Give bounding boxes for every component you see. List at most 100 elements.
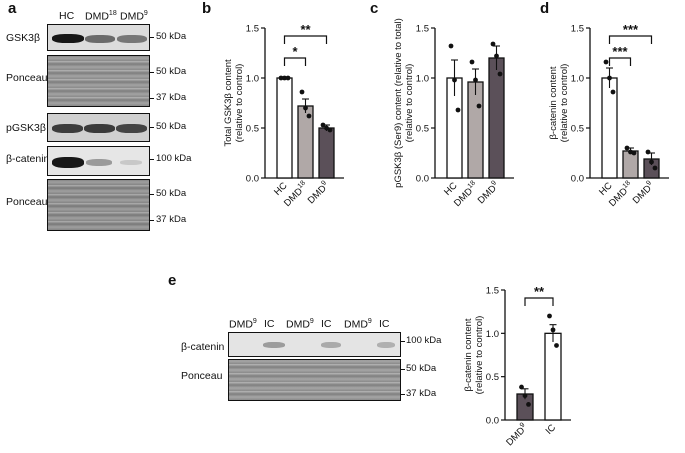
lane-label: DMD9 [229,318,257,331]
band [52,124,83,133]
bar [276,77,293,179]
data-point [469,59,475,65]
marker-50kda: 50 kDa [156,31,187,42]
significance-label: *** [623,22,639,37]
marker-100kda: 100 kDa [156,153,192,164]
panel-letter-c: c [370,0,379,17]
y-tick-label: 1.0 [571,74,584,85]
blot-row-label-ponceau: Ponceau [6,196,48,208]
marker-tick [149,194,154,195]
significance-bracket [524,297,554,306]
significance-label: * [292,44,298,59]
significance-label: ** [300,22,311,37]
data-point [282,75,287,81]
band [52,34,84,43]
blot-row-label-pgsk3b: pGSK3β [6,122,46,134]
data-point [519,384,524,390]
marker-50kda: 50 kDa [156,121,187,132]
marker-37kda: 37 kDa [156,214,187,225]
blot-row-label-ponceau: Ponceau [181,370,223,382]
y-tick-label: 1.0 [416,74,429,85]
significance-label: ** [534,284,545,299]
y-tick-label: 0.0 [246,174,259,185]
lane-label: IC [321,318,332,330]
data-point [649,159,654,165]
panel-letter-e: e [168,272,177,289]
category-label: DMD9 [475,180,502,207]
data-point [324,125,329,131]
data-point [631,150,637,156]
bar [467,81,484,179]
significance-bracket [283,57,307,66]
category-label: DMD18 [451,180,480,209]
y-axis-label: Total GSK3β content [223,59,234,147]
blot-beta-catenin [47,146,150,176]
category-label: DMD18 [281,180,310,209]
data-point [448,43,454,49]
y-tick-label: 0.0 [571,174,584,185]
blot-row-label-beta-catenin: β-catenin [6,153,50,165]
y-axis-label: (relative to control) [404,64,415,143]
marker-tick [400,394,405,395]
lane-label: IC [379,318,390,330]
bar [622,150,639,179]
y-axis-label: β-catenin content [548,66,559,139]
data-point [327,127,333,133]
marker-37kda: 37 kDa [406,388,437,399]
band [85,35,115,43]
blot-gsk3b [47,24,150,51]
lane-label: IC [264,318,275,330]
data-point [497,71,503,77]
category-label: DMD9 [305,180,332,207]
panel-letter-b: b [202,0,212,17]
band [117,35,147,43]
y-axis-label: β-catenin content [463,318,474,391]
significance-bracket [608,57,632,66]
category-label: DMD18 [606,180,635,209]
lane-label-dmd9: DMD9 [120,10,148,23]
data-point [455,107,461,113]
band [116,124,147,133]
marker-tick [149,72,154,73]
y-tick-label: 0.0 [486,416,499,427]
category-label: DMD9 [630,180,657,207]
category-superscript: 18 [622,180,633,191]
category-superscript: 18 [297,180,308,191]
blot-beta-catenin-e [228,332,401,357]
y-tick-label: 0.0 [416,174,429,185]
y-tick-label: 1.5 [416,24,429,35]
category-superscript: 9 [519,422,527,430]
chart-b: 0.0 0.5 1.0 1.5 Total GSK3β content (relative… [223,22,344,209]
band [86,159,112,166]
blot-row-label-ponceau: Ponceau [6,72,48,84]
y-axis-label: pGSK3β (Ser9) content (relative to total… [393,18,404,188]
bar [488,57,505,179]
y-tick-label: 1.5 [571,24,584,35]
data-point [490,41,496,47]
category-superscript: 9 [490,180,498,188]
data-point [603,59,609,65]
data-point [522,393,528,399]
lane-label: DMD9 [344,318,372,331]
band [377,342,395,348]
lane-label-dmd18: DMD18 [85,10,117,23]
chart-c: 0.0 0.5 1.0 1.5 pGSK3β (Ser9) content (relat… [393,18,514,209]
marker-50kda: 50 kDa [156,188,187,199]
chart-e: 0.0 0.5 1.0 1.5 β-catenin content (relative t… [463,284,571,448]
significance-label: *** [612,44,628,59]
chart-d: 0.0 0.5 1.0 1.5 β-catenin content (relative t… [548,22,669,209]
band [263,342,285,348]
marker-tick [149,37,154,38]
marker-tick [149,98,154,99]
data-point [624,145,630,151]
band [84,124,115,133]
band [120,160,142,165]
y-tick-label: 0.5 [416,124,429,135]
marker-tick [149,159,154,160]
data-point [452,77,457,83]
category-label: IC [544,422,559,437]
y-axis-label: (relative to control) [474,316,485,395]
blot-row-label-gsk3b: GSK3β [6,32,41,44]
significance-bracket [283,35,328,44]
